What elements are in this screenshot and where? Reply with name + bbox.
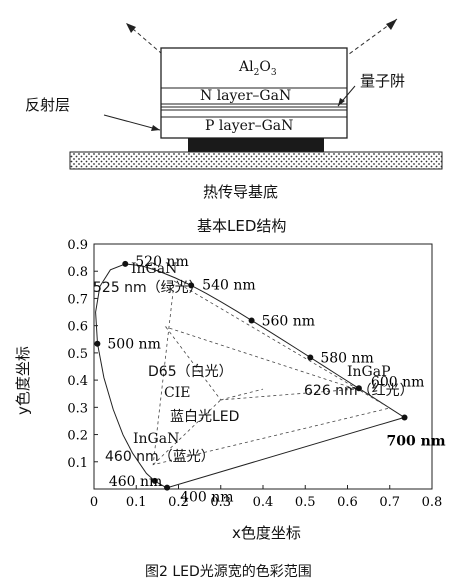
wavelength-point [122,260,129,267]
blue-white-label: 蓝白光LED [170,409,240,425]
cie-label: CIE [164,385,191,401]
chip-outline [160,47,348,139]
y-tick-label: 0.5 [67,347,88,362]
x-axis-label: x色度坐标 [232,524,301,542]
wavelength-point [248,317,255,324]
x-tick-label: 0.7 [379,495,400,510]
wavelength-label: 460 nm [109,474,162,490]
wavelength-point [188,282,195,289]
y-axis-label: y色度坐标 [13,346,32,415]
wavelength-point [355,385,362,392]
ingan-green-line2: 525 nm（绿光） [93,280,203,296]
n-layer-label: N layer–GaN [200,88,292,104]
y-tick-label: 0.9 [67,238,88,253]
x-tick-label: 0.4 [253,495,274,510]
x-tick-label: 0.5 [295,495,316,510]
y-tick-label: 0.1 [67,456,88,471]
reflective-pointer [103,114,161,131]
quantum-well-label: 量子阱 [360,72,406,90]
ingap-line1: InGaP [347,364,391,380]
wavelength-label: 580 nm [320,351,373,367]
y-tick-label: 0.4 [67,374,88,389]
x-tick-label: 0.6 [337,495,358,510]
wavelength-label: 520 nm [135,254,188,270]
wavelength-label: 500 nm [107,337,160,353]
y-tick-label: 0.2 [67,429,88,444]
arrow-head-right [386,19,397,30]
wavelength-point [151,477,158,484]
wavelength-point [307,354,314,361]
substrate-label: 热传导基底 [203,183,279,201]
d65-label: D65（白光） [148,364,233,380]
x-tick-label: 0.8 [422,495,443,510]
wavelength-label: 400 nm [180,490,233,506]
structure-title: 基本LED结构 [197,217,287,235]
al2o3-label: Al2O3 [239,59,277,78]
x-tick-label: 0 [90,495,98,510]
y-tick-label: 0.8 [67,265,88,280]
x-tick-label: 0.3 [210,495,231,510]
reflective-layer-label: 反射层 [25,96,71,114]
gamut-line [152,399,222,465]
arrow-head-left [126,23,136,33]
x-tick-label: 0.2 [168,495,189,510]
ingan-blue-line1: InGaN [133,431,180,447]
spectral-locus [95,263,406,489]
x-tick-label: 0.1 [126,495,147,510]
wavelength-label: 540 nm [202,277,255,293]
p-layer-label: P layer–GaN [205,118,294,134]
ingan-green-line1: InGaN [131,261,178,277]
wavelength-label: 700 nm [387,433,446,449]
led-structure-diagram [69,18,443,170]
gamut-line [220,388,264,401]
contact-pad [188,138,324,152]
ingap-line2: 626 nm（红光） [304,383,414,399]
y-tick-label: 0.7 [67,292,88,307]
wavelength-point [164,484,171,491]
gamut-triangle [164,326,357,401]
heat-substrate [69,151,443,170]
y-tick-label: 0.3 [67,401,88,416]
ingan-blue-line2: 460 nm（蓝光） [105,449,215,465]
wavelength-point [401,414,408,421]
y-tick-label: 0.6 [67,320,88,335]
wavelength-point [94,340,101,347]
wavelength-label: 560 nm [262,314,315,330]
figure-caption: 图2 LED光源宽的色彩范围 [145,564,312,580]
wavelength-label: 600 nm [371,374,424,390]
